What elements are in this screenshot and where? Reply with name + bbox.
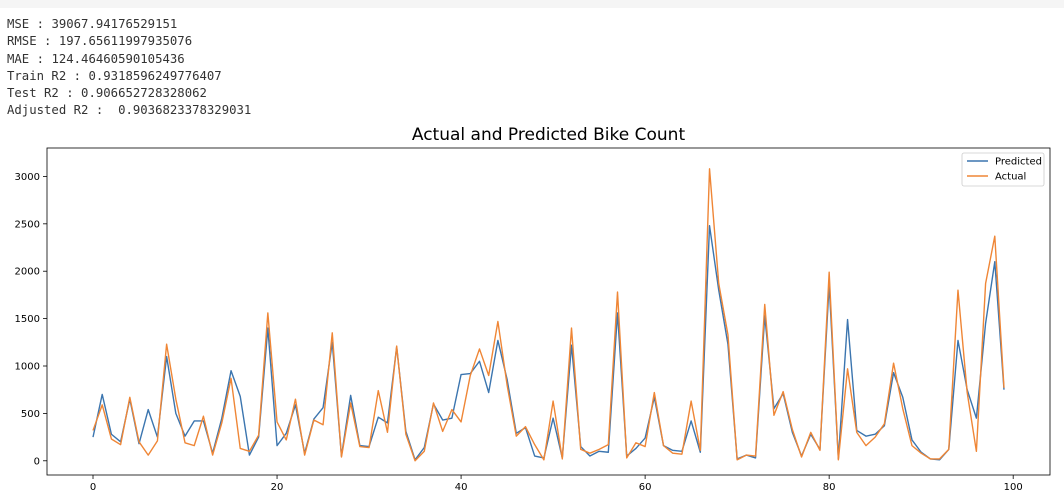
metrics-output: MSE : 39067.94176529151 RMSE : 197.656119… xyxy=(7,16,251,120)
metric-line: Test R2 : 0.906652728328062 xyxy=(7,85,251,102)
metric-value: 0.906652728328062 xyxy=(81,86,207,101)
y-tick-label: 2000 xyxy=(15,267,40,278)
metric-line: MSE : 39067.94176529151 xyxy=(7,16,251,33)
y-tick-label: 1000 xyxy=(15,362,40,373)
legend: Predicted Actual xyxy=(961,152,1045,187)
metric-separator: : xyxy=(66,68,89,83)
metric-label: Test R2 xyxy=(7,86,59,101)
metric-value: 0.9036823378329031 xyxy=(118,103,252,118)
metric-line: MAE : 124.46460590105436 xyxy=(7,51,251,68)
metric-label: Train R2 xyxy=(7,68,67,83)
metric-separator: : xyxy=(36,34,59,49)
legend-entry: Actual xyxy=(995,172,1026,183)
metric-value: 124.46460590105436 xyxy=(51,51,185,66)
cell-top-bar xyxy=(0,0,1064,8)
metric-separator: : xyxy=(29,51,52,66)
metric-label: RMSE xyxy=(7,34,37,49)
y-tick-label: 0 xyxy=(34,456,40,467)
metric-line: Train R2 : 0.9318596249776407 xyxy=(7,68,251,85)
metric-label: Adjusted R2 xyxy=(7,103,89,118)
metric-line: Adjusted R2 : 0.9036823378329031 xyxy=(7,102,251,119)
x-tick-label: 60 xyxy=(639,482,652,493)
y-tick-label: 500 xyxy=(21,409,40,420)
series-line-predicted xyxy=(92,225,1005,461)
x-tick-label: 20 xyxy=(271,482,284,493)
x-tick-label: 40 xyxy=(455,482,468,493)
y-tick-label: 3000 xyxy=(15,172,40,183)
legend-entry: Predicted xyxy=(995,157,1042,168)
metric-separator: : xyxy=(58,86,82,101)
x-tick-label: 100 xyxy=(1004,482,1023,493)
metric-separator: : xyxy=(29,17,52,31)
chart-title: Actual and Predicted Bike Count xyxy=(412,125,686,145)
metric-line: RMSE : 197.65611997935076 xyxy=(7,33,251,50)
y-tick-label: 1500 xyxy=(15,314,40,325)
x-tick-label: 0 xyxy=(90,482,96,493)
y-tick-label: 2500 xyxy=(15,219,40,230)
metric-value: 39067.94176529151 xyxy=(51,17,178,31)
plot-frame xyxy=(46,147,1051,476)
series-line-actual xyxy=(92,168,1005,462)
metric-label: MSE xyxy=(7,17,30,31)
x-tick-label: 80 xyxy=(823,482,836,493)
metric-value: 0.9318596249776407 xyxy=(88,68,222,83)
metric-label: MAE xyxy=(7,51,30,66)
metric-value: 197.65611997935076 xyxy=(58,34,193,49)
metric-separator: : xyxy=(88,103,119,118)
